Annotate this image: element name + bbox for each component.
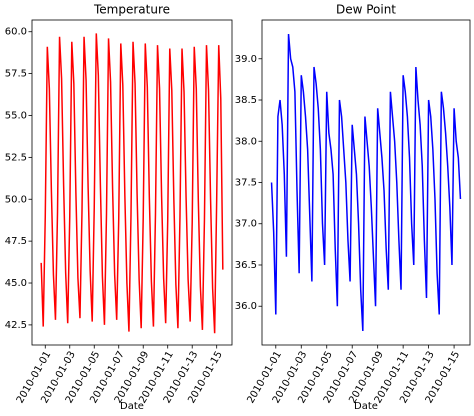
y-tick-label: 36.5 — [235, 260, 257, 271]
y-tick-label: 37.5 — [235, 178, 257, 189]
y-tick-label: 60.0 — [5, 27, 27, 38]
axes-frame — [31, 19, 233, 346]
data-line — [40, 33, 224, 334]
y-tick-label: 42.5 — [5, 320, 27, 331]
y-tick-label: 45.0 — [5, 278, 27, 289]
x-axis-label: Date — [120, 401, 144, 412]
y-tick-label: 47.5 — [5, 236, 27, 247]
y-tick-label: 38.0 — [235, 136, 257, 147]
data-line — [270, 33, 462, 332]
y-tick-label: 36.0 — [235, 301, 257, 312]
y-tick-label: 38.5 — [235, 95, 257, 106]
y-tick-label: 52.5 — [5, 152, 27, 163]
x-axis-label: Date — [354, 401, 378, 412]
y-tick-label: 37.0 — [235, 219, 257, 230]
chart-title: Temperature — [93, 3, 170, 17]
y-tick-label: 57.5 — [5, 69, 27, 80]
y-tick-label: 39.0 — [235, 54, 257, 65]
y-tick-label: 55.0 — [5, 110, 27, 121]
y-tick-label: 50.0 — [5, 194, 27, 205]
chart-title: Dew Point — [336, 3, 396, 17]
